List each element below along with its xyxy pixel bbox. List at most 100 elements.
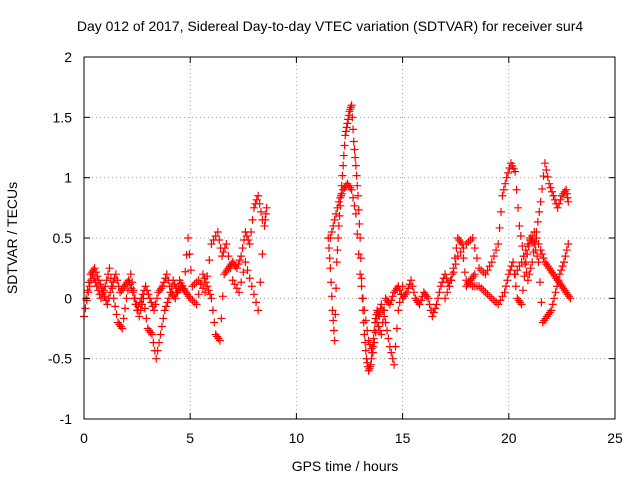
data-point <box>130 294 139 303</box>
data-point <box>339 151 348 160</box>
data-point <box>254 306 263 315</box>
data-point <box>545 179 554 188</box>
data-point <box>350 201 359 210</box>
data-point <box>378 318 387 327</box>
data-point <box>152 354 161 363</box>
series-trace-e <box>441 159 573 303</box>
data-point <box>371 314 380 323</box>
data-point <box>555 199 564 208</box>
data-point <box>122 294 131 303</box>
x-tick-label: 25 <box>607 430 623 446</box>
data-point <box>543 312 552 321</box>
x-tick-label: 20 <box>501 430 517 446</box>
data-point <box>429 308 438 317</box>
data-point <box>203 282 212 291</box>
data-point <box>192 300 201 309</box>
data-point <box>104 294 113 303</box>
data-point <box>431 304 440 313</box>
data-point <box>534 240 543 249</box>
data-point <box>245 240 254 249</box>
data-point <box>235 256 244 265</box>
data-point <box>547 187 556 196</box>
data-point <box>375 326 384 335</box>
data-point <box>485 262 494 271</box>
y-tick-label: -0.5 <box>48 351 72 367</box>
data-point <box>475 264 484 273</box>
data-point <box>540 316 549 325</box>
data-point <box>526 264 535 273</box>
data-point <box>194 276 203 285</box>
data-point <box>257 207 265 216</box>
data-point <box>165 282 174 291</box>
data-point <box>507 262 516 271</box>
data-point <box>327 292 336 301</box>
data-point <box>557 191 566 200</box>
data-point <box>401 290 410 299</box>
data-point <box>489 252 498 261</box>
data-point <box>340 141 349 150</box>
data-point <box>511 270 520 279</box>
data-point <box>343 179 352 188</box>
data-point <box>335 211 344 220</box>
data-point <box>497 207 506 216</box>
data-point <box>113 318 122 327</box>
data-point <box>492 298 501 307</box>
data-point <box>172 288 181 297</box>
data-point <box>258 250 267 259</box>
y-tick-labels: -1 -0.5 0 0.5 1 1.5 2 <box>48 49 72 427</box>
data-point <box>235 288 244 297</box>
data-point <box>421 290 430 299</box>
data-point <box>188 296 197 305</box>
data-point <box>234 260 243 269</box>
data-point <box>564 292 573 301</box>
series-trace-d <box>326 179 479 357</box>
data-point <box>213 227 222 236</box>
data-point <box>501 282 510 291</box>
data-point <box>218 292 227 301</box>
data-point <box>562 246 571 255</box>
data-point <box>220 244 229 253</box>
data-point <box>381 294 390 303</box>
data-point <box>339 161 348 170</box>
data-point <box>157 322 166 331</box>
data-point <box>103 300 112 309</box>
data-point <box>359 318 368 327</box>
data-point <box>436 282 445 291</box>
data-point <box>121 304 130 313</box>
data-point <box>192 278 201 287</box>
data-point <box>346 105 355 114</box>
data-point <box>331 310 340 319</box>
data-point <box>239 268 248 277</box>
data-point <box>247 282 256 291</box>
data-point <box>336 193 345 202</box>
data-point <box>215 236 224 245</box>
data-point <box>374 310 383 319</box>
data-point <box>255 199 264 208</box>
data-point <box>448 270 457 279</box>
data-point <box>344 111 353 120</box>
data-point <box>356 234 365 242</box>
y-tick-label: 2 <box>64 49 72 65</box>
data-point <box>111 270 120 279</box>
data-point <box>208 306 217 315</box>
data-point <box>334 234 343 242</box>
data-point <box>380 306 389 315</box>
data-point <box>204 286 213 295</box>
data-point <box>538 250 547 259</box>
data-point <box>452 244 461 253</box>
data-point <box>163 298 172 307</box>
data-point <box>408 282 417 291</box>
data-point <box>220 270 229 279</box>
data-point <box>342 123 351 132</box>
data-point <box>102 276 111 285</box>
data-point <box>356 270 365 279</box>
data-point <box>329 316 338 325</box>
data-point <box>428 312 437 321</box>
data-point <box>545 264 554 273</box>
data-point <box>533 217 542 226</box>
data-point <box>107 282 116 291</box>
data-point <box>479 286 488 295</box>
data-point <box>118 324 127 333</box>
data-point <box>445 282 454 291</box>
data-point <box>325 254 334 263</box>
